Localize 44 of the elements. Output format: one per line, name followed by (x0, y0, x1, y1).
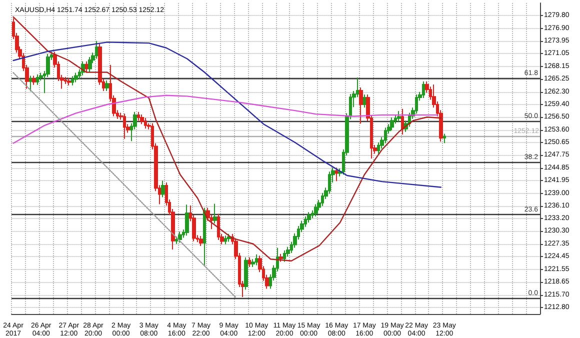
candlestick (224, 235, 227, 245)
candlestick (251, 258, 255, 268)
candlestick (401, 108, 404, 136)
candlestick (32, 75, 36, 86)
candlestick (67, 77, 71, 86)
candlestick (314, 204, 318, 217)
candlestick (363, 94, 366, 108)
candlestick (217, 213, 220, 240)
candlestick (137, 111, 140, 122)
candlestick (422, 80, 425, 98)
candlestick (335, 167, 338, 182)
candlestick (307, 212, 311, 224)
line-series (12, 42, 442, 188)
candlestick (85, 60, 88, 72)
candlestick (88, 56, 92, 72)
candlestick (71, 76, 74, 86)
candlestick (161, 180, 165, 198)
candlestick (227, 233, 231, 242)
candlestick (175, 236, 178, 244)
candlestick (203, 207, 206, 266)
candlestick (244, 256, 248, 290)
candlestick (213, 203, 217, 224)
line-series (12, 16, 442, 262)
candlestick (105, 80, 109, 92)
candlestick (123, 113, 126, 140)
candlestick (397, 110, 401, 122)
candlestick (144, 117, 147, 129)
candlestick (64, 76, 67, 85)
candlestick (95, 40, 98, 60)
candlestick (255, 254, 258, 266)
candlestick (140, 114, 144, 125)
candlestick (29, 75, 32, 92)
candlestick (390, 117, 394, 131)
candlestick (279, 253, 283, 262)
candlestick (178, 231, 182, 244)
candlestick (74, 72, 78, 83)
candlestick (443, 133, 446, 144)
candlestick (283, 250, 286, 262)
candlestick (185, 204, 189, 236)
candlestick (36, 74, 39, 86)
candlestick (359, 87, 363, 124)
candlestick (248, 256, 251, 268)
line-series (12, 94, 438, 144)
candlestick (199, 236, 203, 247)
